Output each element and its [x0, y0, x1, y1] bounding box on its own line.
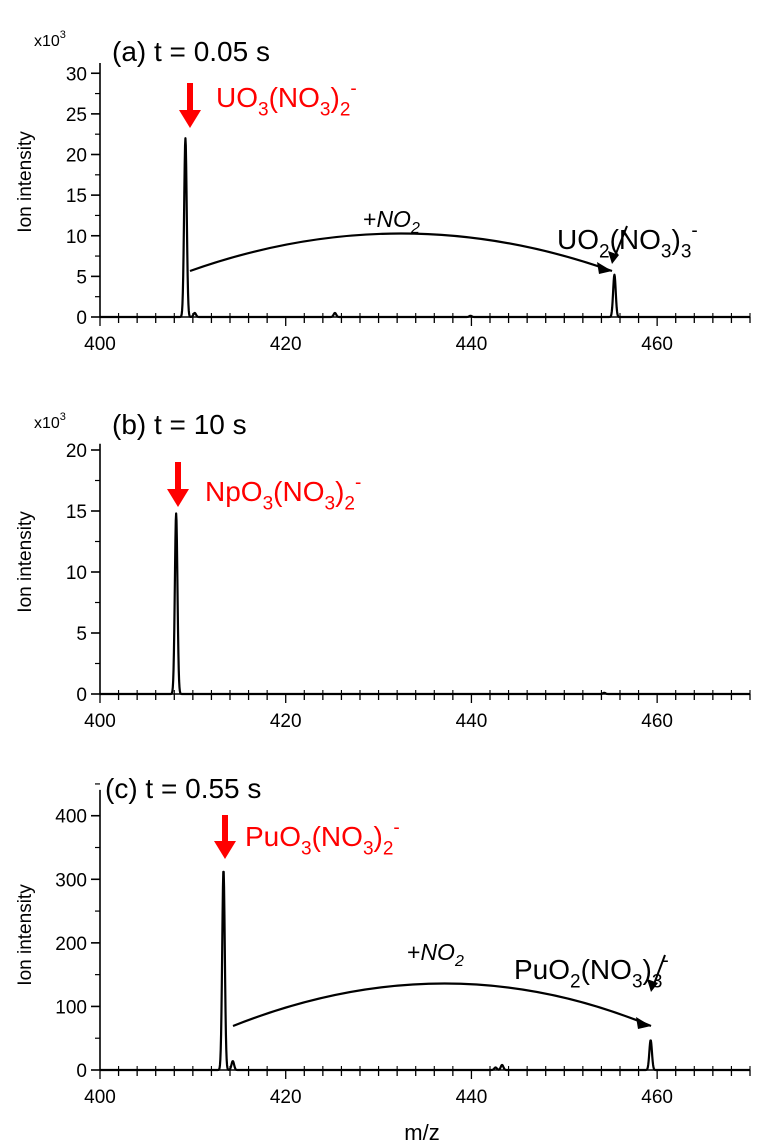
highlight-arrow-head: [214, 841, 236, 859]
y-axis-label: Ion intensity: [15, 884, 36, 986]
product-pointer-line: [653, 954, 666, 985]
y-tick-label: 10: [66, 227, 87, 248]
y-tick-label: 20: [66, 146, 87, 167]
panel-label: (b) t = 10 s: [112, 409, 247, 440]
highlight-arrow: [179, 83, 201, 128]
highlight-arrow: [214, 815, 236, 859]
spectrum-panel-c: 0 100 200 300 400 400 420 440 460 Ion intensity (c…: [15, 773, 751, 1108]
highlight-ion-label: UO3(NO3)2-: [216, 78, 357, 120]
reaction-arc: [232, 982, 652, 1028]
reaction-arc-head: [597, 262, 612, 274]
y-tick-label: 15: [66, 186, 87, 207]
highlight-ion-label: PuO3(NO3)2-: [245, 817, 400, 859]
x-tick-label: 420: [270, 334, 302, 355]
highlight-arrow: [167, 462, 189, 507]
reaction-label: +NO2: [407, 939, 464, 970]
highlight-arrow-head: [167, 489, 189, 507]
x-tick-label: 440: [456, 1087, 488, 1108]
y-tick-label: 15: [66, 502, 87, 523]
y-tick-label: 0: [76, 685, 87, 706]
y-tick-label: 20: [66, 441, 87, 462]
highlight-arrow-shaft: [187, 83, 193, 112]
panel-label: (a) t = 0.05 s: [112, 36, 270, 67]
highlight-ion-label: NpO3(NO3)2-: [205, 472, 361, 514]
y-axis-label: Ion intensity: [15, 511, 36, 613]
product-pointer-head: [647, 979, 658, 992]
x-tick-label: 400: [84, 711, 116, 732]
y-axis-label: Ion intensity: [15, 131, 36, 233]
x-tick-label: 440: [456, 711, 488, 732]
x-tick-label: 400: [84, 1087, 116, 1108]
x-tick-label: 440: [456, 334, 488, 355]
x-tick-label: 400: [84, 334, 116, 355]
reaction-arc: [189, 232, 613, 273]
y-tick-label: 5: [76, 624, 87, 645]
x-axis-label: m/z: [404, 1120, 439, 1145]
y-tick-label: 0: [76, 308, 87, 329]
x-tick-label: 420: [270, 1087, 302, 1108]
y-tick-label: 30: [66, 64, 87, 85]
product-pointer-line: [614, 225, 628, 257]
panel-label: (c) t = 0.55 s: [105, 773, 261, 804]
y-tick-label: 0: [76, 1061, 87, 1082]
y-tick-label: 100: [55, 997, 87, 1018]
spectrum-trace: [99, 870, 751, 1072]
x-tick-label: 460: [641, 334, 673, 355]
y-axis-multiplier: x103: [34, 29, 66, 50]
spectrum-panel-b: 0 5 10 15 20 400 420 440 460 Ion intensity x103 (b)…: [15, 409, 751, 732]
x-tick-label: 420: [270, 711, 302, 732]
x-tick-label: 460: [641, 1087, 673, 1108]
y-axis-multiplier: x103: [34, 411, 66, 432]
reaction-label: +NO2: [363, 206, 420, 237]
y-tick-label: 10: [66, 563, 87, 584]
highlight-arrow-shaft: [222, 815, 228, 843]
spectrum-panel-a: 0 5 10 15 20 25 30 400 420 440 460 Ion intensity x10…: [15, 29, 751, 355]
x-tick-label: 460: [641, 711, 673, 732]
product-ion-label: PuO2(NO3)3-: [514, 950, 669, 992]
y-tick-label: 200: [55, 934, 87, 955]
highlight-arrow-head: [179, 110, 201, 128]
product-pointer-head: [608, 251, 619, 264]
highlight-arrow-shaft: [175, 462, 181, 491]
y-tick-label: 300: [55, 870, 87, 891]
spectrum-trace: [99, 137, 751, 319]
y-tick-label: 25: [66, 105, 87, 126]
spectrum-trace: [99, 512, 751, 696]
y-tick-label: 400: [55, 807, 87, 828]
reaction-arc-head: [636, 1017, 651, 1029]
y-tick-label: 5: [76, 267, 87, 288]
